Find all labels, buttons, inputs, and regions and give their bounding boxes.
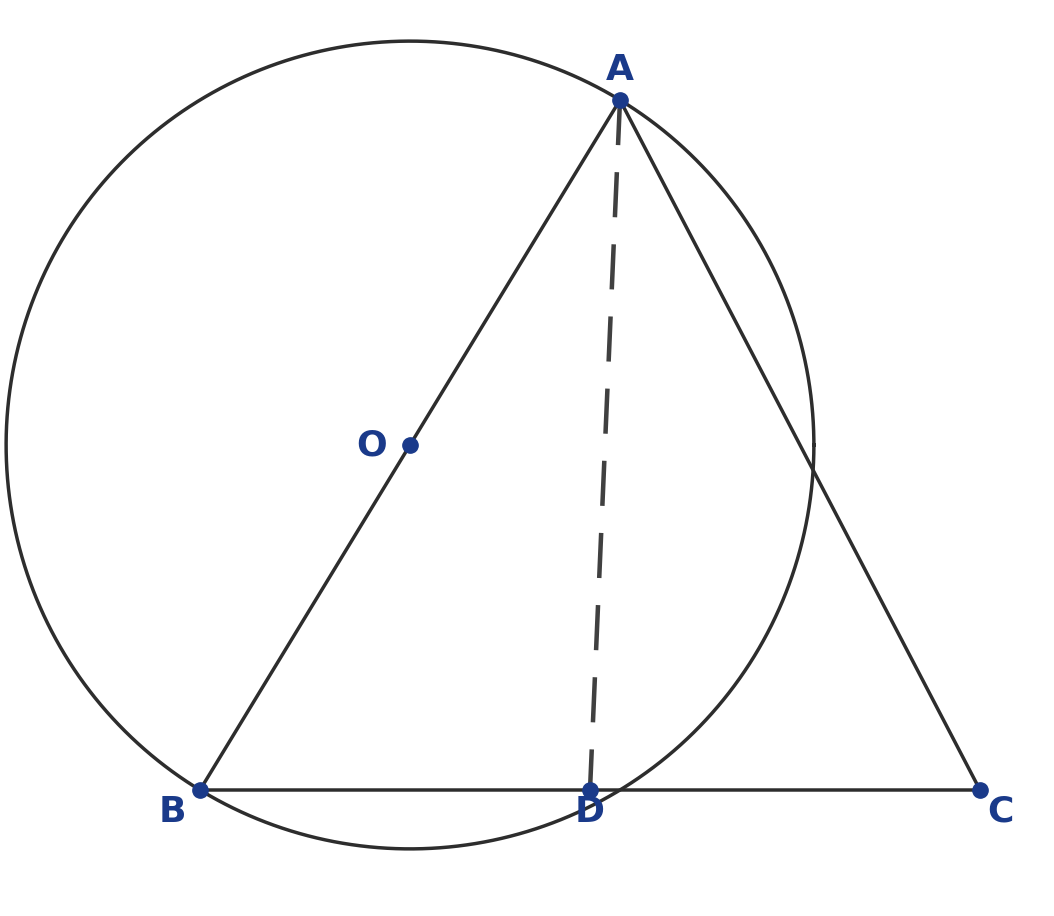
Text: B: B <box>158 795 186 829</box>
Text: O: O <box>356 428 388 462</box>
Text: A: A <box>606 53 635 87</box>
Text: C: C <box>987 795 1013 829</box>
Text: D: D <box>575 795 605 829</box>
